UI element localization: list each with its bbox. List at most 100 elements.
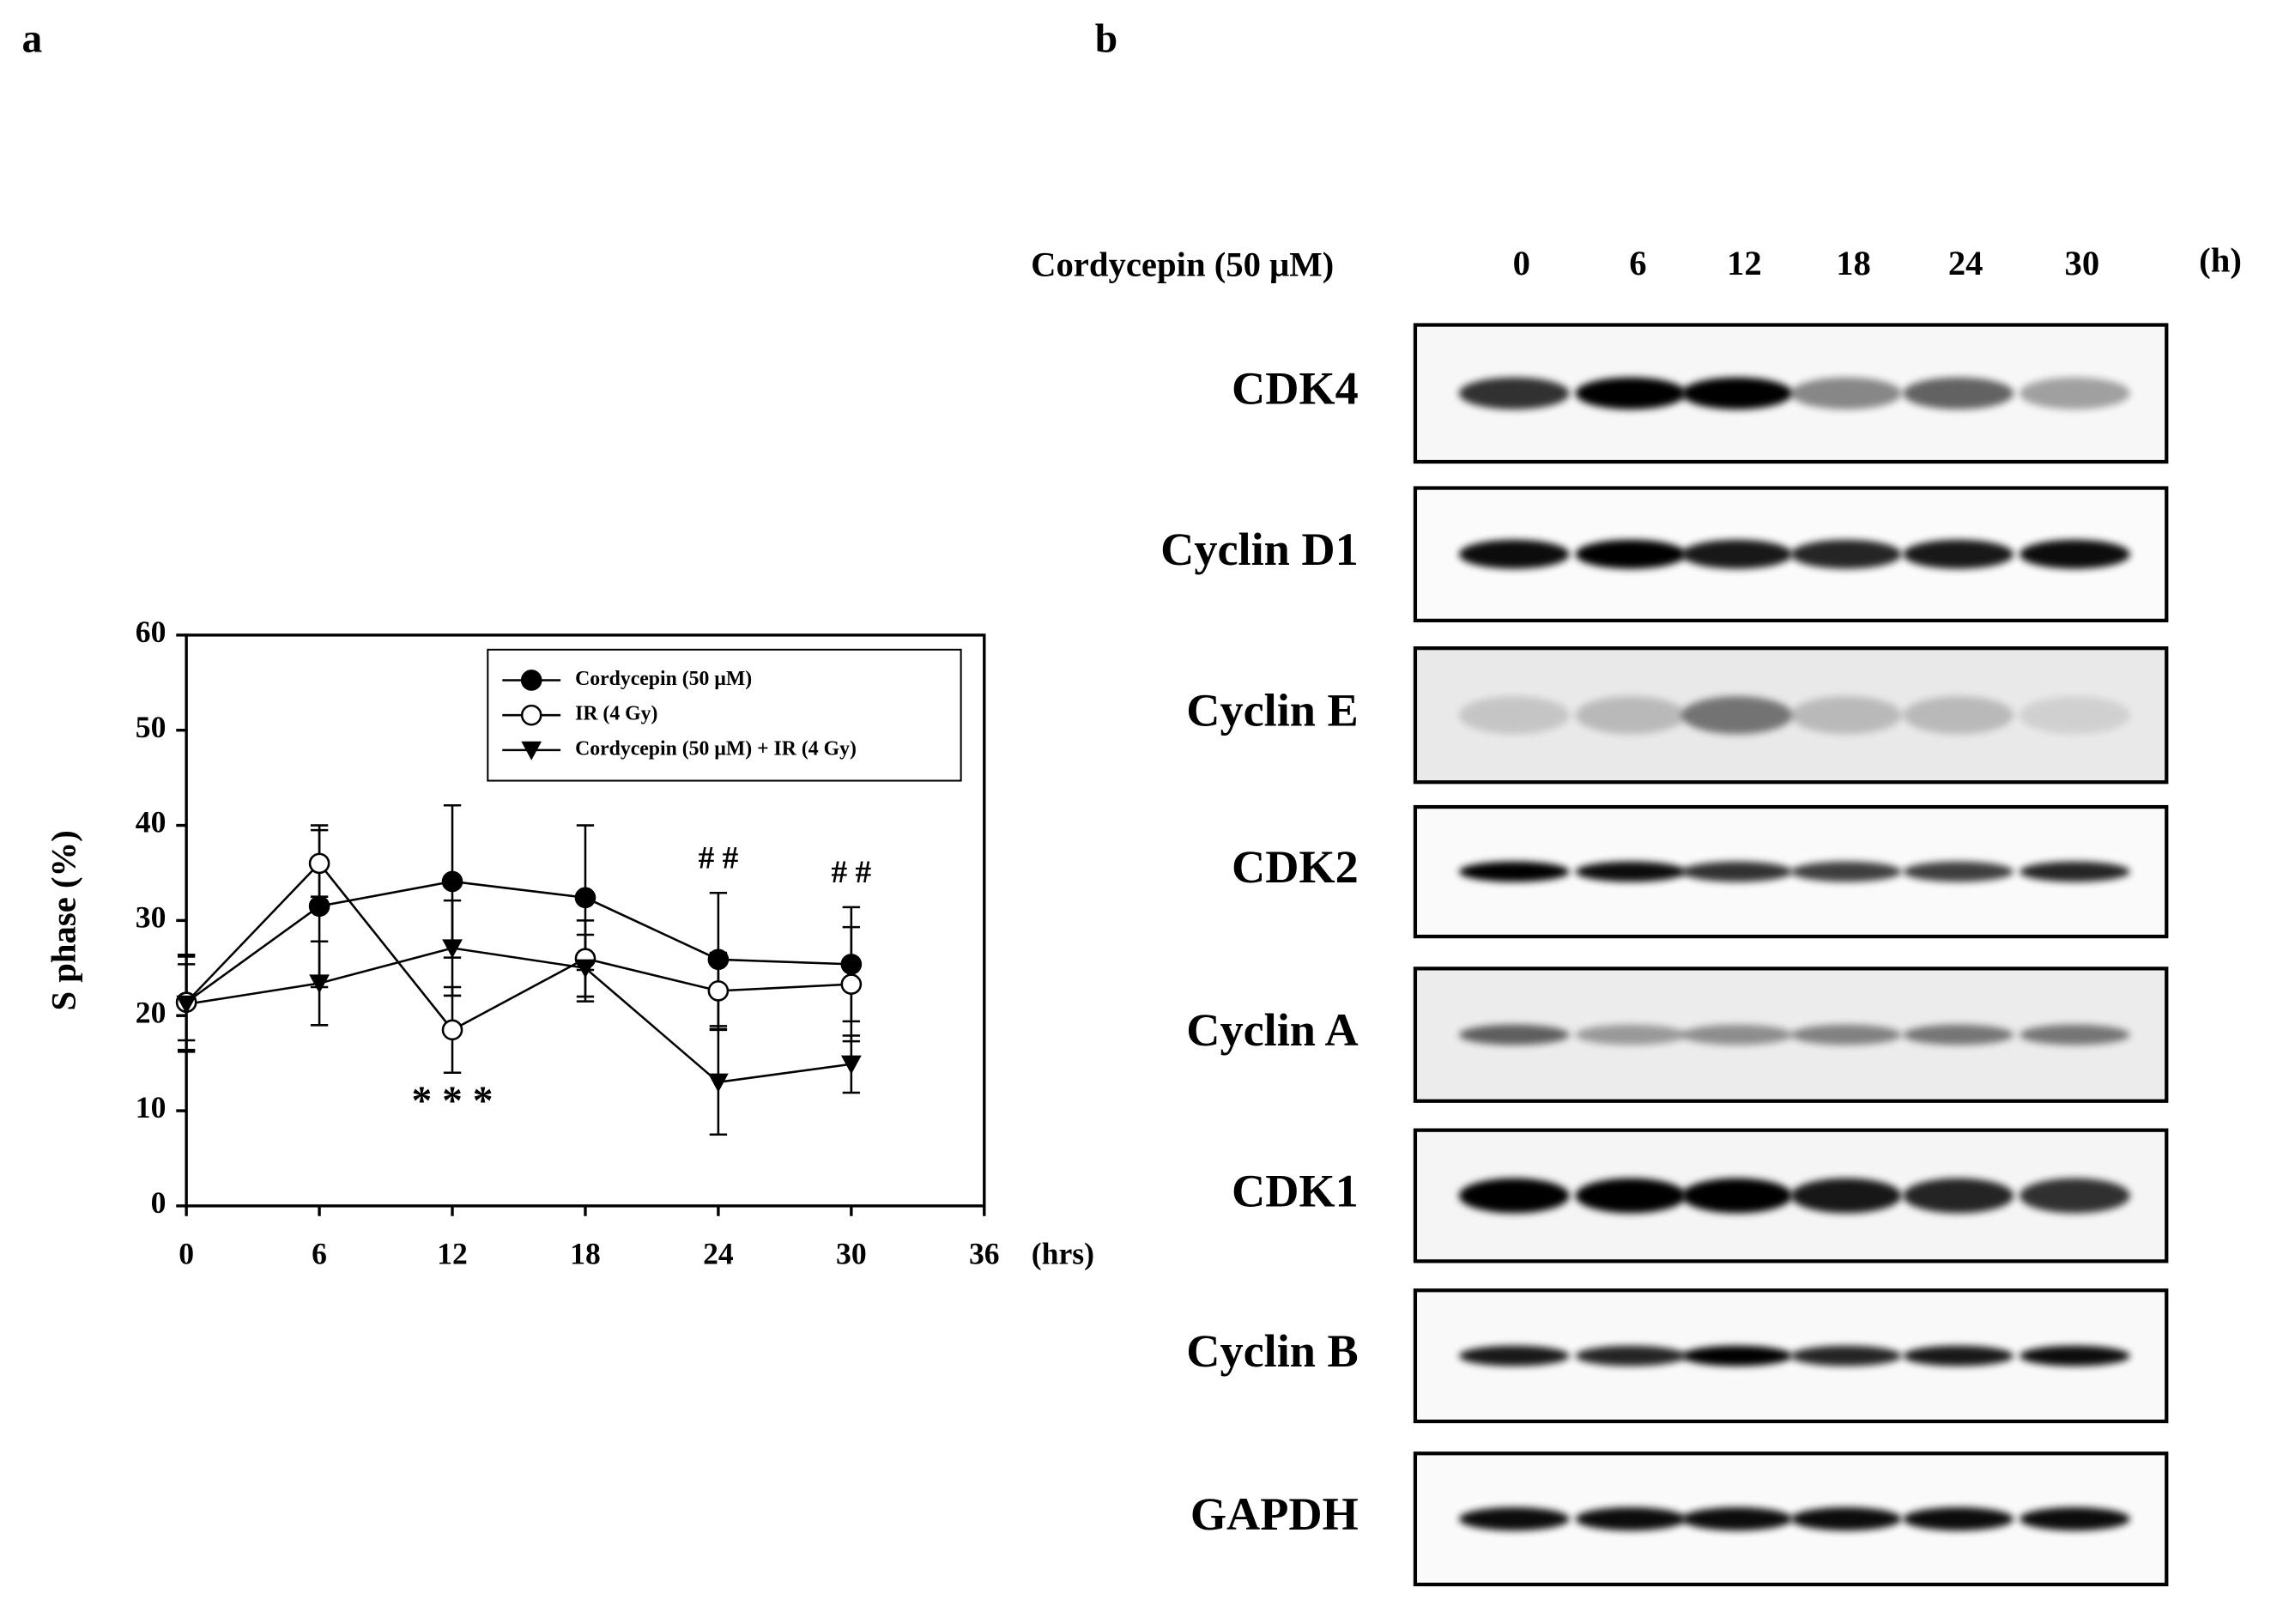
x-tick-label: 24 xyxy=(703,1236,734,1270)
lane-label: 30 xyxy=(2065,244,2100,282)
band xyxy=(1575,1507,1687,1531)
band xyxy=(1458,539,1570,569)
band xyxy=(1790,696,1902,735)
x-axis-unit: (hrs) xyxy=(1032,1236,1094,1270)
band xyxy=(1790,1345,1902,1366)
band xyxy=(2019,1345,2130,1366)
band xyxy=(1903,1507,2014,1531)
legend-label: IR (4 Gy) xyxy=(575,703,657,725)
lane-label: 18 xyxy=(1836,244,1871,282)
band xyxy=(1903,1024,2014,1045)
data-point xyxy=(575,959,596,979)
band xyxy=(1575,1024,1687,1045)
band xyxy=(1575,1178,1687,1214)
band xyxy=(1458,377,1570,409)
blot-row-label: CDK4 xyxy=(1232,363,1359,415)
band xyxy=(2019,861,2130,882)
y-tick-label: 30 xyxy=(136,900,167,935)
band xyxy=(1903,377,2014,409)
data-point xyxy=(309,974,330,994)
band xyxy=(2019,1507,2130,1531)
data-point xyxy=(708,1073,729,1093)
y-tick-label: 50 xyxy=(136,710,167,744)
band xyxy=(1458,1507,1570,1531)
y-axis-label: S phase (%) xyxy=(44,830,82,1010)
band xyxy=(1575,539,1687,569)
x-tick-label: 6 xyxy=(312,1236,327,1270)
band xyxy=(1575,861,1687,882)
data-point xyxy=(840,1055,862,1075)
band xyxy=(1903,861,2014,882)
band xyxy=(1790,861,1902,882)
band xyxy=(1790,377,1902,409)
band xyxy=(1681,377,1793,409)
data-point xyxy=(442,939,463,959)
lane-label: 24 xyxy=(1948,244,1983,282)
lane-label: 12 xyxy=(1727,244,1762,282)
data-point xyxy=(840,954,863,975)
data-point xyxy=(176,995,197,1015)
band xyxy=(2019,377,2130,409)
blot-row-label: CDK1 xyxy=(1232,1165,1359,1216)
data-point xyxy=(308,852,330,875)
band xyxy=(1790,539,1902,569)
annotation: * * * xyxy=(412,1079,494,1124)
annotation: # # xyxy=(699,840,739,876)
blot-row-label: Cyclin D1 xyxy=(1160,524,1359,575)
band xyxy=(2019,539,2130,569)
band xyxy=(1458,861,1570,882)
legend-box xyxy=(487,648,962,782)
lane-label: 6 xyxy=(1629,244,1646,282)
data-point xyxy=(441,1019,463,1041)
legend-label: Cordycepin (50 μM) + IR (4 Gy) xyxy=(575,737,857,760)
panel-label: b xyxy=(1095,16,1117,61)
blot-unit: (h) xyxy=(2199,241,2242,280)
band xyxy=(1681,1024,1793,1045)
x-tick-label: 18 xyxy=(570,1236,601,1270)
band xyxy=(1575,696,1687,735)
blot-row-label: CDK2 xyxy=(1232,841,1359,893)
legend-marker xyxy=(521,741,542,760)
band xyxy=(1575,1345,1687,1366)
x-tick-label: 36 xyxy=(969,1236,1000,1270)
blot-treatment: Cordycepin (50 μM) xyxy=(1031,245,1334,284)
y-tick-label: 10 xyxy=(136,1090,167,1124)
data-point xyxy=(707,980,730,1002)
data-point xyxy=(574,887,596,909)
band xyxy=(1681,539,1793,569)
x-tick-label: 12 xyxy=(437,1236,468,1270)
band xyxy=(1903,539,2014,569)
band xyxy=(1681,1178,1793,1214)
y-tick-label: 40 xyxy=(136,805,167,839)
band xyxy=(1681,696,1793,735)
blot-row-label: Cyclin A xyxy=(1186,1004,1359,1056)
band xyxy=(2019,696,2130,735)
blot-row-label: GAPDH xyxy=(1190,1488,1359,1540)
x-tick-label: 30 xyxy=(836,1236,867,1270)
data-point xyxy=(308,895,330,918)
series-line xyxy=(185,861,851,1032)
data-point xyxy=(840,973,863,995)
y-tick-label: 20 xyxy=(136,995,167,1029)
band xyxy=(1458,1345,1570,1366)
legend-marker xyxy=(520,670,542,691)
band xyxy=(1790,1178,1902,1214)
band xyxy=(1790,1507,1902,1531)
legend-label: Cordycepin (50 μM) xyxy=(575,668,752,690)
x-tick-label: 0 xyxy=(179,1236,194,1270)
band xyxy=(1790,1024,1902,1045)
band xyxy=(1681,1507,1793,1531)
band xyxy=(1903,696,2014,735)
band xyxy=(2019,1178,2130,1214)
band xyxy=(1903,1178,2014,1214)
data-point xyxy=(707,948,730,971)
series-line xyxy=(185,947,852,1084)
band xyxy=(1903,1345,2014,1366)
band xyxy=(1681,861,1793,882)
legend-marker xyxy=(520,704,542,726)
panel-label: a xyxy=(21,16,42,61)
lane-label: 0 xyxy=(1513,244,1530,282)
blot-row-label: Cyclin E xyxy=(1186,685,1359,736)
